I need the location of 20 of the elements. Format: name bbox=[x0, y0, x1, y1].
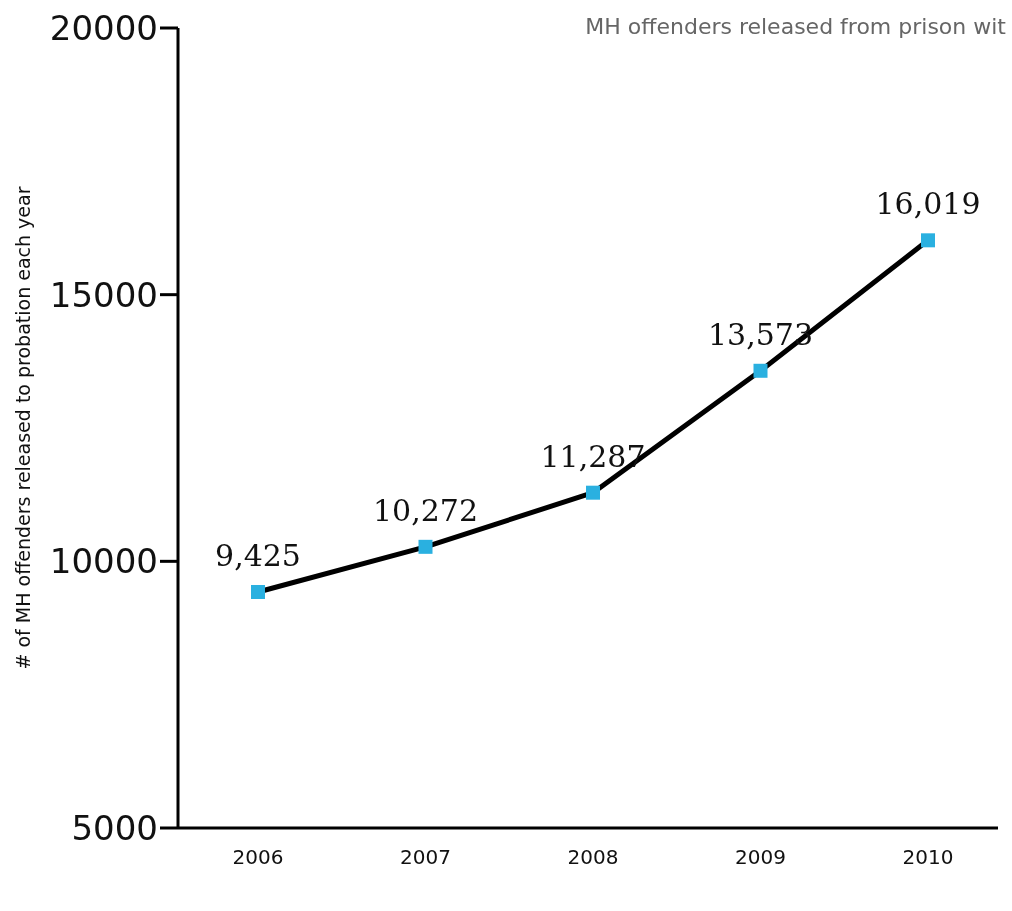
y-tick-label: 20000 bbox=[49, 8, 158, 49]
chart-title: MH offenders released from prison wit bbox=[585, 14, 1006, 39]
point bbox=[418, 539, 433, 554]
point bbox=[586, 485, 600, 500]
point bbox=[251, 585, 265, 599]
data-label: 9,425 bbox=[215, 538, 301, 573]
y-tick-label: 10000 bbox=[49, 541, 158, 582]
x-tick-label: 2007 bbox=[400, 845, 451, 870]
point bbox=[753, 363, 768, 378]
data-label: 16,019 bbox=[875, 186, 981, 222]
x-tick-label: 2008 bbox=[567, 845, 619, 870]
point bbox=[921, 233, 935, 248]
x-tick-label: 2010 bbox=[902, 845, 954, 870]
x-tick-label: 2006 bbox=[232, 845, 284, 870]
y-axis-title: # of MH offenders released to probation each year bbox=[11, 186, 34, 670]
data-label: 10,272 bbox=[373, 492, 478, 528]
y-tick-label: 15000 bbox=[49, 274, 158, 315]
data-label: 11,287 bbox=[540, 438, 646, 474]
x-tick-label: 2009 bbox=[735, 845, 786, 870]
y-tick-label: 5000 bbox=[71, 808, 158, 849]
